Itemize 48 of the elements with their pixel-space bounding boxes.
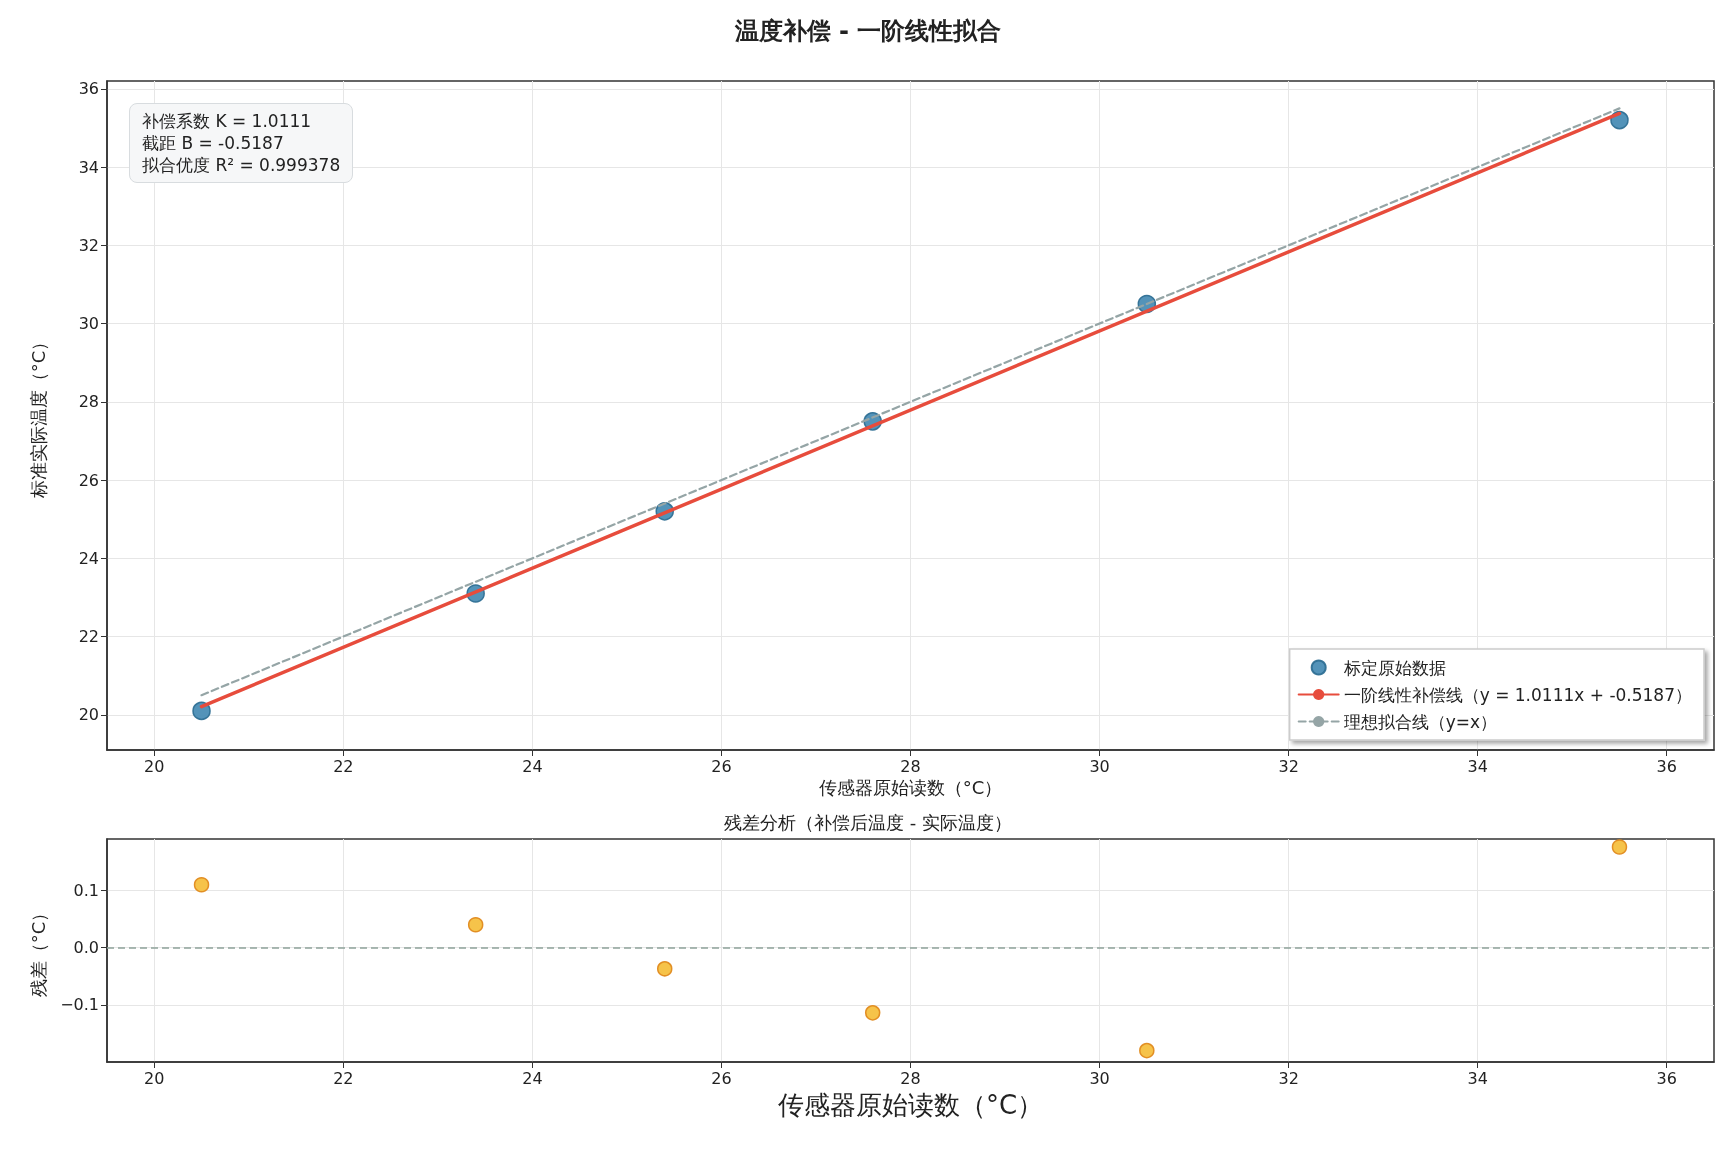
y-axis-title: 标准实际温度（°C） [27,332,49,500]
y-tick-label: 0.1 [73,880,99,900]
x-tick-label: 20 [144,1068,165,1088]
y-tick-label: 36 [78,79,99,99]
chart-title: 温度补偿 - 一阶线性拟合 [733,17,1002,45]
point [467,917,484,933]
annotation: 截距 B = -0.5187 [142,132,285,154]
y-tick-label: −0.1 [60,995,99,1015]
y-tick-label: 0.0 [73,938,99,958]
x-tick-label: 30 [1089,756,1110,776]
annotation: 拟合优度 R² = 0.999378 [142,154,341,176]
y-tick-label: 32 [78,235,99,255]
x-tick-label: 28 [900,1068,921,1088]
x-axis-title: 传感器原始读数（°C） [777,1090,1044,1120]
annotation: 补偿系数 K = 1.0111 [142,110,313,132]
x-tick-label: 22 [333,1068,354,1088]
legend-label: 一阶线性补偿线（y = 1.0111x + -0.5187） [1343,684,1692,705]
point [656,961,673,977]
y-tick-label: 28 [78,392,99,412]
legend-label: 理想拟合线（y=x） [1343,711,1498,732]
x-tick-label: 22 [333,756,354,776]
y-tick-label: 22 [78,627,99,647]
x-tick-label: 34 [1467,756,1488,776]
x-tick-label: 32 [1278,756,1299,776]
x-axis-title: 传感器原始读数（°C） [818,777,1003,799]
x-tick-label: 20 [144,756,165,776]
x-tick-label: 36 [1656,756,1677,776]
legend-label: 标定原始数据 [1342,657,1446,678]
x-tick-label: 36 [1656,1068,1677,1088]
x-tick-label: 32 [1278,1068,1299,1088]
x-tick-label: 24 [522,756,543,776]
y-tick-label: 20 [78,705,99,725]
x-tick-label: 28 [900,756,921,776]
x-tick-label: 30 [1089,1068,1110,1088]
y-tick-label: 30 [78,314,99,334]
y-tick-label: 26 [78,470,99,490]
x-tick-label: 26 [711,1068,732,1088]
y-tick-label: 34 [78,157,99,177]
y-tick-label: 24 [78,548,99,568]
x-tick-label: 26 [711,756,732,776]
x-tick-label: 34 [1467,1068,1488,1088]
chart-title: 残差分析（补偿后温度 - 实际温度） [724,811,1012,833]
point [1611,839,1628,855]
point [864,1005,881,1021]
point [193,877,210,893]
point [1139,1042,1155,1059]
x-tick-label: 24 [522,1068,543,1088]
y-axis-title: 残差（°C） [27,903,49,998]
